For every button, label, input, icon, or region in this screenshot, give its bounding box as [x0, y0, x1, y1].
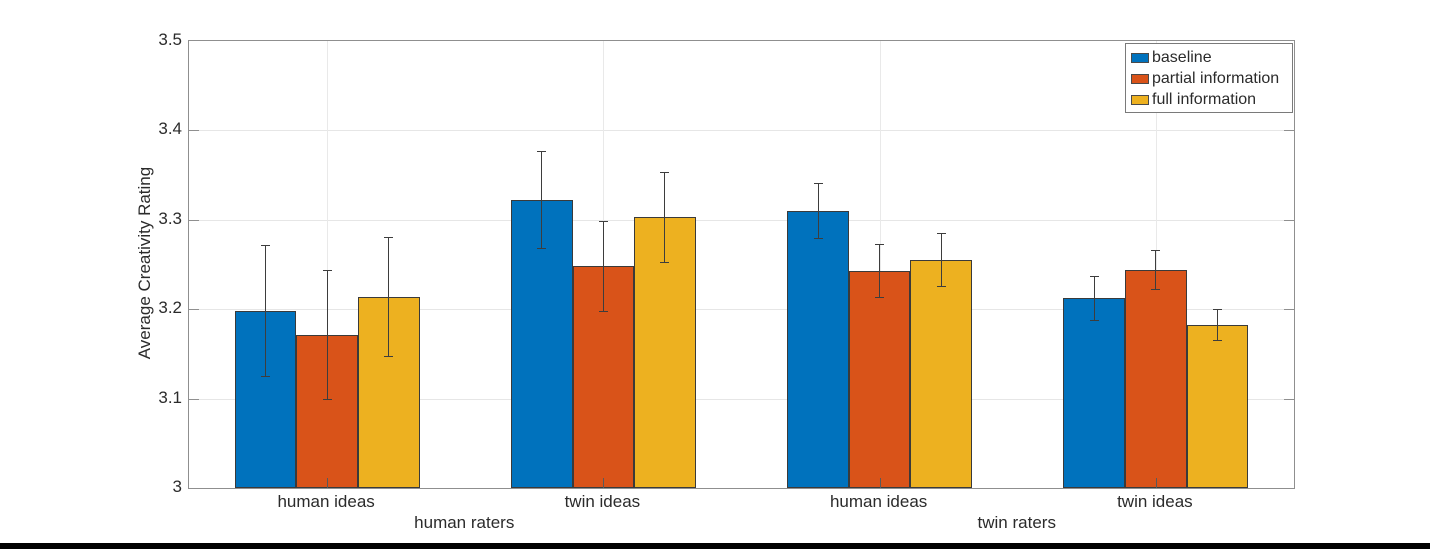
x-axis-tick: [327, 478, 329, 488]
y-axis-tick-right: [1284, 130, 1294, 132]
v-gridline: [603, 41, 605, 488]
error-cap-top: [537, 150, 547, 152]
x-tick-label: twin ideas: [1117, 492, 1193, 511]
y-tick-label: 3.5: [158, 30, 182, 49]
x-section-label: human raters: [414, 513, 515, 532]
v-gridline: [327, 41, 329, 488]
y-tick-label: 3.3: [158, 208, 182, 228]
error-cap-top: [261, 244, 271, 246]
bar-full-information-group3: [910, 260, 973, 488]
legend-item: full information: [1126, 89, 1292, 110]
y-axis-label: Average Creativity Rating: [135, 166, 154, 360]
legend-swatch-full-information: [1131, 94, 1149, 105]
v-gridline: [1155, 41, 1157, 488]
error-cap-bottom: [813, 237, 823, 239]
error-cap-bottom: [660, 261, 670, 263]
y-axis-tick: [189, 219, 199, 221]
error-bar-partial-information-group4: [1155, 250, 1157, 290]
legend-label: full information: [1152, 90, 1257, 108]
bar-baseline-group3: [787, 210, 849, 488]
error-bar-baseline-group4: [1093, 276, 1095, 321]
x-tick-label: human ideas: [277, 492, 375, 511]
y-axis-tick: [189, 309, 199, 311]
bar-baseline-group4: [1063, 298, 1126, 488]
v-gridline: [879, 41, 881, 488]
error-bar-baseline-group2: [541, 150, 543, 250]
error-cap-top: [598, 220, 608, 222]
h-gridline: [189, 398, 1294, 400]
error-cap-bottom: [875, 296, 885, 298]
h-gridline: [189, 309, 1294, 311]
error-bar-partial-information-group2: [602, 220, 604, 312]
x-axis-tick: [1155, 478, 1157, 488]
error-bar-baseline-group1: [265, 244, 267, 378]
error-bar-full-information-group2: [664, 171, 666, 263]
legend-item: partial information: [1126, 68, 1292, 89]
error-cap-top: [1151, 250, 1161, 252]
x-section-label: twin raters: [977, 513, 1056, 532]
y-axis-tick-right: [1284, 219, 1294, 221]
x-tick-label: twin ideas: [564, 492, 641, 511]
error-cap-bottom: [322, 399, 332, 401]
x-tick-label: human ideas: [829, 492, 928, 511]
error-cap-bottom: [537, 248, 547, 250]
error-cap-bottom: [936, 285, 946, 287]
error-cap-bottom: [1212, 340, 1222, 342]
error-cap-top: [875, 243, 885, 245]
error-bar-full-information-group3: [940, 233, 942, 287]
y-axis-tick-right: [1284, 309, 1294, 311]
plot-area: [188, 40, 1295, 489]
error-cap-bottom: [598, 310, 608, 312]
legend-swatch-baseline: [1131, 52, 1149, 63]
legend: baseline partial information full informat…: [1125, 43, 1293, 113]
error-bar-partial-information-group3: [879, 243, 881, 298]
bottom-border-bar: [0, 543, 1430, 549]
error-bar-baseline-group3: [817, 183, 819, 239]
x-axis-tick: [603, 478, 605, 488]
error-cap-top: [322, 269, 332, 271]
legend-label: baseline: [1152, 48, 1212, 66]
y-tick-label: 3.2: [158, 298, 182, 318]
bar-partial-information-group3: [848, 270, 911, 488]
error-cap-bottom: [261, 376, 271, 378]
bar-partial-information-group4: [1125, 269, 1187, 488]
error-cap-top: [1212, 309, 1222, 311]
y-axis-tick: [189, 130, 199, 132]
y-axis-tick: [189, 398, 199, 400]
error-bar-full-information-group4: [1216, 309, 1218, 342]
error-cap-top: [936, 233, 946, 235]
legend-item: baseline: [1126, 47, 1292, 68]
error-cap-bottom: [1151, 288, 1161, 290]
y-tick-label: 3.1: [158, 387, 182, 407]
legend-swatch-partial-information: [1131, 73, 1149, 84]
error-bar-partial-information-group1: [326, 269, 328, 401]
error-cap-top: [660, 171, 670, 173]
error-bar-full-information-group1: [388, 236, 390, 357]
error-cap-top: [1089, 276, 1099, 278]
error-cap-bottom: [384, 355, 394, 357]
error-cap-top: [813, 183, 823, 185]
legend-label: partial information: [1152, 69, 1280, 87]
y-tick-label: 3.4: [158, 119, 182, 139]
h-gridline: [189, 219, 1294, 221]
h-gridline: [189, 130, 1294, 132]
bar-full-information-group4: [1186, 325, 1249, 488]
error-cap-top: [384, 236, 394, 238]
error-cap-bottom: [1089, 319, 1099, 321]
y-tick-label: 3: [172, 477, 182, 496]
x-axis-tick: [879, 478, 881, 488]
y-axis-tick-right: [1284, 398, 1294, 400]
